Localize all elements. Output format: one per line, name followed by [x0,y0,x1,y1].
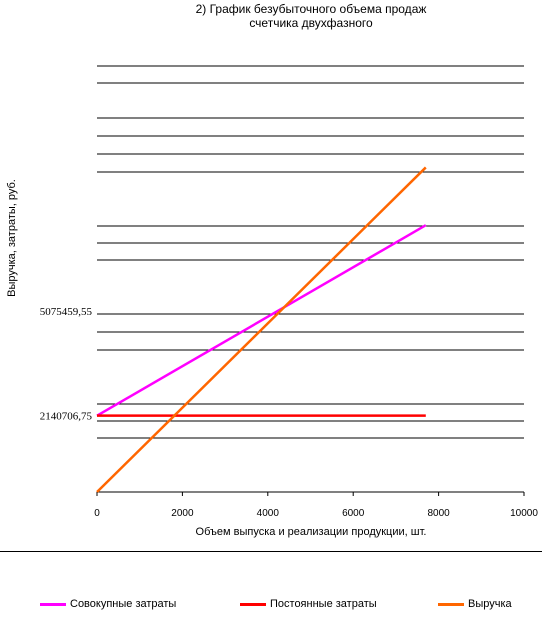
x-tick-label: 10000 [510,508,538,519]
series-line-2 [96,166,427,493]
x-tick-label: 0 [94,508,100,519]
chart-title: 2) График безубыточного объема продаж сч… [96,2,526,30]
legend: Совокупные затраты Постоянные затраты Выру… [0,598,542,616]
x-axis-label: Объем выпуска и реализации продукции, шт… [196,526,427,538]
x-tick-label: 6000 [342,508,365,519]
x-tick-label: 4000 [257,508,280,519]
x-tick-label: 8000 [427,508,450,519]
chart-title-line-1: 2) График безубыточного объема продаж [195,2,427,16]
legend-item: Выручка [438,598,512,610]
y-tick-label: 2140706,75 [40,411,93,423]
series-line-0 [96,224,427,417]
legend-label: Совокупные затраты [70,598,177,610]
legend-item: Совокупные затраты [40,598,176,610]
legend-separator [0,551,542,552]
x-tick-label: 2000 [171,508,194,519]
legend-swatch [240,602,266,606]
legend-label: Постоянные затраты [270,598,377,610]
legend-swatch [40,602,66,606]
chart-title-line-2: счетчика двухфазного [249,16,373,30]
y-axis-label: Выручка, затраты, руб. [6,179,18,297]
legend-swatch [438,602,464,606]
legend-label: Выручка [468,598,512,610]
y-tick-label: 5075459,55 [40,306,93,318]
legend-item: Постоянные затраты [240,598,377,610]
